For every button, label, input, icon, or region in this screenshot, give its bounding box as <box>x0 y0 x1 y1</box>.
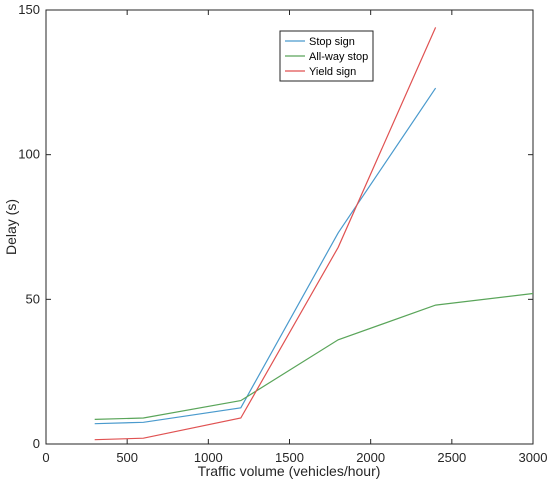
series-line-3 <box>94 27 437 441</box>
y-tick-label: 100 <box>18 147 40 162</box>
x-tick-label: 2000 <box>356 450 385 465</box>
x-tick-label: 2500 <box>437 450 466 465</box>
x-tick-label: 1500 <box>275 450 304 465</box>
y-axis-ticks: 0 50 100 150 <box>18 2 533 451</box>
x-axis-label: Traffic volume (vehicles/hour) <box>198 463 381 479</box>
series-layer <box>94 27 534 441</box>
x-tick-label: 1000 <box>194 450 223 465</box>
series-line-1 <box>94 87 437 425</box>
y-axis-label: Delay (s) <box>3 199 19 255</box>
x-tick-label: 3000 <box>519 450 548 465</box>
y-tick-label: 50 <box>26 291 40 306</box>
y-tick-label: 0 <box>33 436 40 451</box>
plot-area <box>45 9 534 445</box>
legend-label: Yield sign <box>309 66 356 78</box>
x-tick-label: 0 <box>42 450 49 465</box>
legend-label: Stop sign <box>309 36 355 48</box>
legend: Stop sign All-way stop Yield sign <box>279 30 374 82</box>
series-line-2 <box>94 292 534 420</box>
legend-label: All-way stop <box>309 51 368 63</box>
x-tick-label: 500 <box>116 450 138 465</box>
y-tick-label: 150 <box>18 2 40 17</box>
x-axis-ticks: 0 500 1000 1500 2000 2500 3000 <box>42 10 547 465</box>
